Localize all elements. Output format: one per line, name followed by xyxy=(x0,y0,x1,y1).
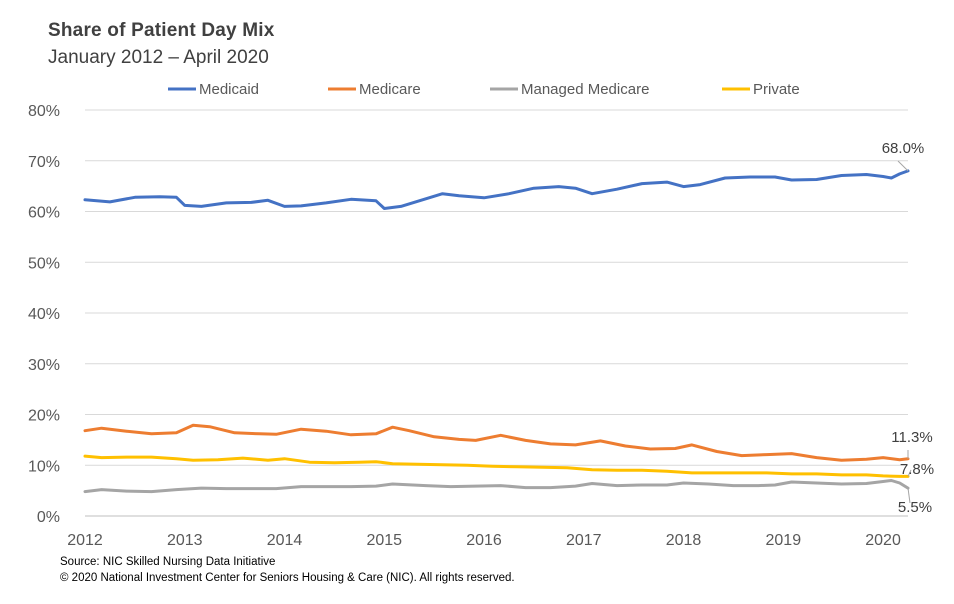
y-tick-label: 20% xyxy=(28,408,60,425)
y-tick-label: 80% xyxy=(28,103,60,120)
x-tick-label: 2018 xyxy=(666,532,702,549)
annotation-medicare: 11.3% xyxy=(891,429,932,446)
annotation-private: 7.8% xyxy=(900,461,934,478)
x-tick-label: 2014 xyxy=(267,532,303,549)
x-tick-label: 2017 xyxy=(566,532,602,549)
chart-subtitle: January 2012 – April 2020 xyxy=(48,47,269,68)
x-tick-label: 2012 xyxy=(67,532,103,549)
chart-title: Share of Patient Day Mix xyxy=(48,20,275,41)
series-line-managed-medicare xyxy=(83,479,910,494)
legend-label-medicare: Medicare xyxy=(359,81,421,98)
y-tick-label: 10% xyxy=(28,458,60,475)
series-line-private xyxy=(83,454,910,478)
x-tick-label: 2013 xyxy=(167,532,203,549)
x-tick-label: 2020 xyxy=(865,532,901,549)
y-tick-label: 70% xyxy=(28,154,60,171)
y-tick-label: 40% xyxy=(28,306,60,323)
legend-label-medicaid: Medicaid xyxy=(199,81,259,98)
legend-label-private: Private xyxy=(753,81,800,98)
x-tick-label: 2016 xyxy=(466,532,502,549)
x-tick-label: 2019 xyxy=(766,532,802,549)
y-tick-label: 0% xyxy=(37,509,60,526)
annotation-leader xyxy=(907,488,911,504)
series-line-medicaid xyxy=(83,169,910,210)
annotation-managed-medicare: 5.5% xyxy=(898,499,932,516)
y-tick-label: 60% xyxy=(28,205,60,222)
annotation-leader xyxy=(897,160,909,172)
x-tick-label: 2015 xyxy=(366,532,402,549)
annotation-medicaid: 68.0% xyxy=(882,140,925,157)
annotation-leader xyxy=(907,469,912,477)
copyright-note: © 2020 National Investment Center for Se… xyxy=(60,572,515,584)
legend-label-managed-medicare: Managed Medicare xyxy=(521,81,649,98)
series-line-medicare xyxy=(83,423,910,462)
y-tick-label: 50% xyxy=(28,255,60,272)
y-tick-label: 30% xyxy=(28,357,60,374)
source-note: Source: NIC Skilled Nursing Data Initiat… xyxy=(60,556,276,568)
